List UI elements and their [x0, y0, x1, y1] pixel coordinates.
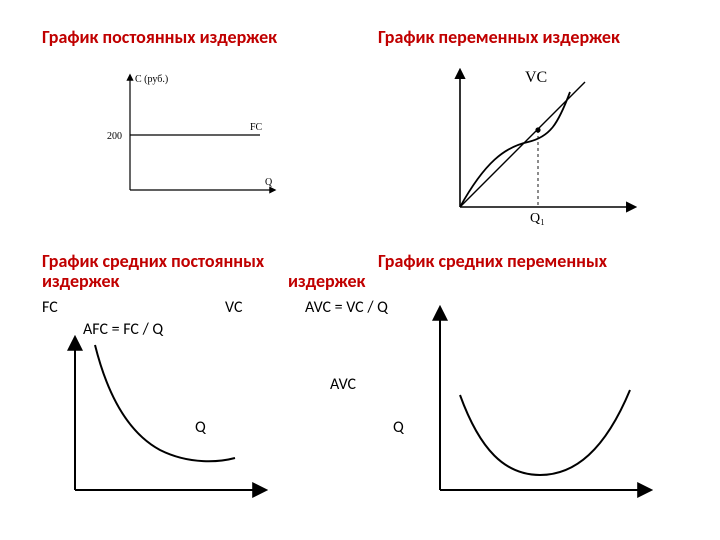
vc-curve-label: VC — [525, 69, 547, 86]
avc-formula-label: AVC = VC / Q — [305, 298, 388, 317]
chart-afc — [50, 330, 280, 505]
avc-y-axis-label: AVC — [330, 375, 356, 394]
heading-vc: График переменных издержек — [378, 28, 620, 48]
heading-avc-line2: издержек — [288, 272, 365, 292]
chart-vc: VC Q₁ — [430, 62, 650, 227]
afc-top-left-label: FC — [42, 298, 58, 317]
vc-x-axis-label: Q₁ — [530, 211, 545, 226]
chart-avc — [415, 300, 665, 505]
heading-fc: График постоянных издержек — [42, 28, 277, 48]
chart-fc: 200 С (руб.) FC Q — [95, 70, 285, 200]
heading-avc-line1: График средних переменных — [378, 252, 607, 272]
avc-x-axis-label: Q — [393, 418, 404, 437]
fc-value-label: 200 — [107, 131, 122, 142]
fc-line-label: FC — [250, 122, 263, 133]
slide: График постоянных издержек 200 С (руб.) … — [0, 0, 720, 540]
fc-x-axis-label: Q — [265, 177, 273, 188]
fc-y-axis-label: С (руб.) — [135, 74, 168, 85]
afc-top-right-label: VC — [225, 298, 242, 317]
